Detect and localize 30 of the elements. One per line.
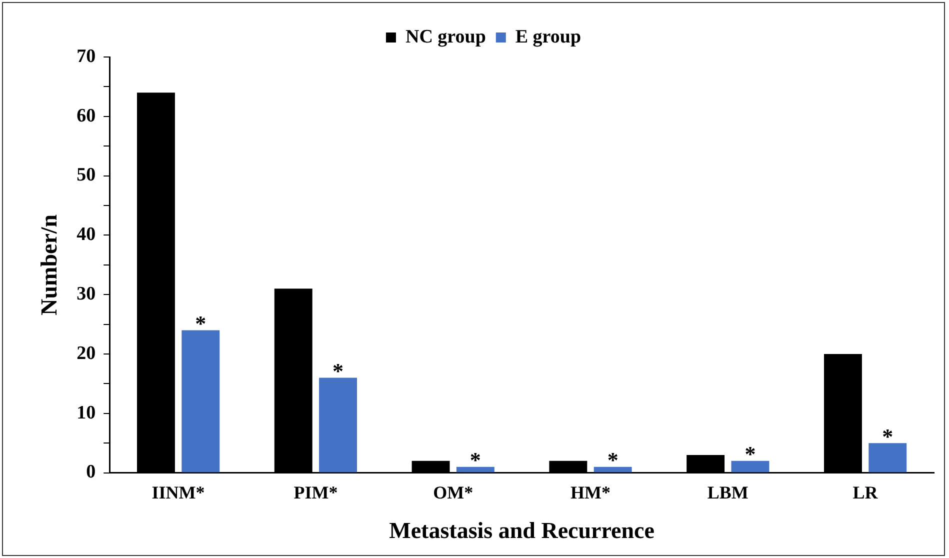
annotation: *	[195, 310, 206, 336]
annotation: *	[470, 448, 481, 473]
y-tick-label: 30	[76, 284, 96, 305]
x-tick-label: OM*	[433, 482, 474, 502]
x-tick-label: LR	[852, 482, 879, 502]
y-tick-label: 40	[76, 224, 96, 246]
x-tick-label: PIM*	[294, 482, 338, 502]
x-tick-label: HM*	[570, 482, 610, 502]
bar	[868, 443, 907, 472]
legend-label: NC group	[405, 26, 486, 48]
x-tick-label: IINM*	[152, 482, 205, 502]
x-tick-label: LBM	[707, 482, 748, 502]
annotation: *	[744, 442, 756, 467]
y-tick-label: 70	[76, 46, 96, 67]
bar	[456, 466, 494, 472]
annotation: *	[882, 424, 894, 449]
legend-label: E group	[515, 26, 582, 48]
y-tick-label: 20	[76, 342, 96, 364]
bar	[182, 330, 220, 472]
annotation: *	[607, 448, 618, 473]
annotation: *	[332, 358, 344, 384]
bar	[731, 460, 770, 472]
y-tick-label: 0	[86, 462, 96, 483]
y-tick-label: 50	[76, 164, 96, 186]
y-tick-label: 60	[76, 105, 96, 126]
y-axis-title: Number/n	[36, 214, 62, 316]
bar	[594, 466, 632, 472]
x-axis-title: Metastasis and Recurrence	[389, 518, 654, 544]
bar	[319, 378, 358, 472]
y-tick-label: 10	[76, 402, 96, 424]
